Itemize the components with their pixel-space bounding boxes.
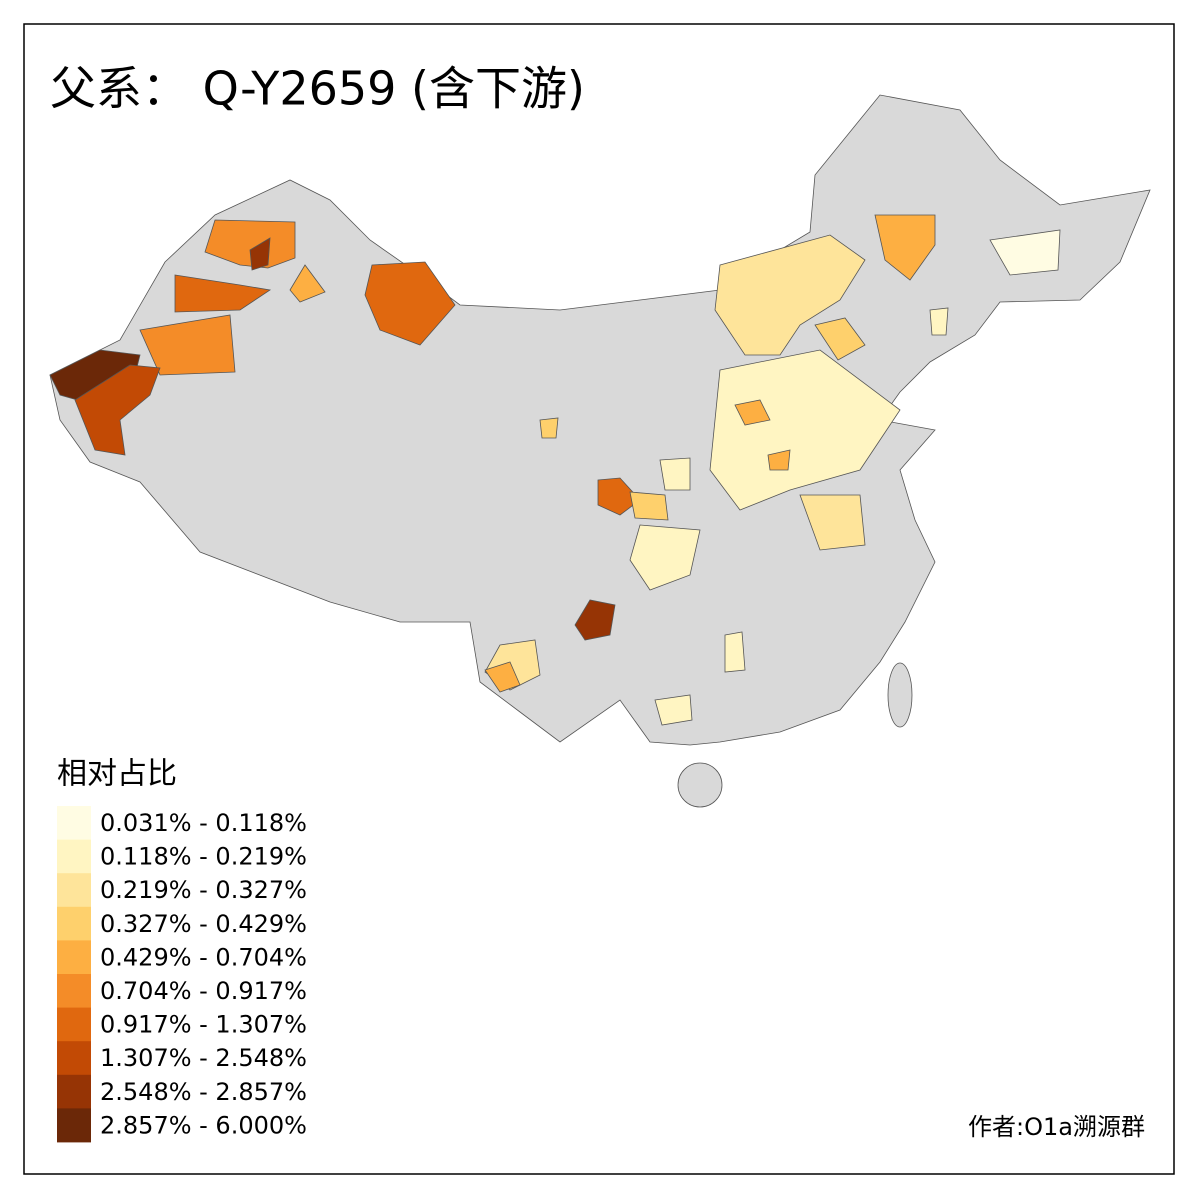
legend-swatch [57, 1007, 91, 1042]
map [49, 94, 1151, 808]
island [677, 762, 723, 808]
country-outline [49, 94, 1151, 746]
legend-swatch [57, 873, 91, 908]
region [574, 599, 616, 641]
credit: 作者:O1a溯源群 [968, 1113, 1145, 1141]
region [597, 477, 641, 516]
legend-swatch [57, 806, 91, 840]
legend-label: 0.219% - 0.327% [100, 876, 307, 904]
region [767, 449, 791, 471]
legend-swatch [57, 839, 91, 874]
region [289, 264, 326, 303]
legend: 0.031% - 0.118% 0.118% - 0.219% 0.219% - 0… [57, 806, 307, 1143]
island [887, 662, 913, 728]
region [204, 219, 296, 269]
region [174, 274, 272, 313]
region [249, 237, 271, 271]
region [714, 234, 866, 356]
region [989, 229, 1061, 276]
legend-label: 1.307% - 2.548% [100, 1044, 307, 1072]
legend-label: 0.704% - 0.917% [100, 977, 307, 1005]
region [364, 261, 456, 346]
region [724, 631, 746, 673]
legend-swatch [57, 1041, 91, 1076]
region [814, 317, 866, 361]
legend-swatch [57, 906, 91, 941]
region [709, 349, 901, 511]
legend-label: 0.327% - 0.429% [100, 910, 307, 938]
highlighted-regions [49, 214, 1061, 726]
region [654, 694, 693, 726]
legend-label: 0.118% - 0.219% [100, 843, 307, 871]
legend-label: 0.429% - 0.704% [100, 943, 307, 971]
legend-swatch [57, 1074, 91, 1109]
map-title: 父系： Q-Y2659 (含下游) [50, 62, 585, 116]
region [874, 214, 936, 281]
legend-swatch [57, 974, 91, 1008]
region [484, 661, 521, 693]
region [139, 314, 236, 376]
legend-swatch [57, 1108, 91, 1143]
region [539, 417, 559, 439]
region [629, 524, 701, 591]
region [629, 491, 669, 521]
region [74, 364, 161, 456]
legend-label: 2.857% - 6.000% [100, 1111, 307, 1139]
legend-label: 0.031% - 0.118% [100, 809, 307, 837]
frame [23, 23, 1175, 1175]
region [659, 457, 691, 491]
region [734, 399, 771, 426]
legend-label: 2.548% - 2.857% [100, 1078, 307, 1106]
region [929, 307, 949, 336]
region [799, 494, 866, 551]
legend-title: 相对占比 [57, 757, 177, 792]
legend-swatch [57, 940, 91, 975]
legend-label: 0.917% - 1.307% [100, 1011, 307, 1039]
